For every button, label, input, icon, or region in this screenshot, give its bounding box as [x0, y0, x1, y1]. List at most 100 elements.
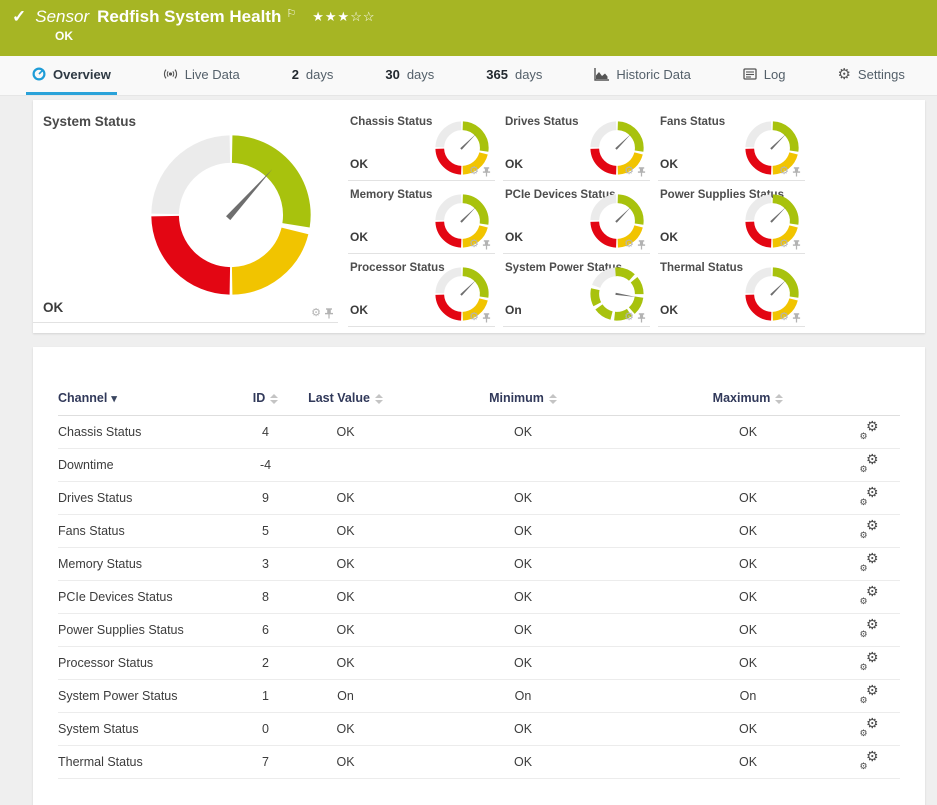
pin-icon[interactable]	[792, 312, 801, 323]
tile-settings-gear-icon[interactable]: ⚙	[624, 165, 634, 177]
gauge-title: Drives Status	[505, 116, 579, 128]
flag-icon[interactable]: ⚐	[286, 7, 297, 20]
channel-name[interactable]: Power Supplies Status	[58, 613, 228, 647]
channel-id: 5	[228, 514, 303, 548]
pin-icon[interactable]	[792, 239, 801, 250]
priority-stars[interactable]: ★★★☆☆	[312, 9, 376, 24]
channel-row-downtime[interactable]: Downtime -4 ⚙ ⚙	[58, 448, 900, 482]
gauge-tile-chassis-status[interactable]: Chassis Status OK ⚙	[348, 108, 495, 181]
channel-row-drives-status[interactable]: Drives Status 9 OK OK OK ⚙ ⚙	[58, 481, 900, 515]
tab-2-days[interactable]: 2 days	[291, 66, 334, 82]
edit-channel-gears-icon[interactable]: ⚙ ⚙	[859, 418, 879, 441]
column-header-channel[interactable]: Channel ▾	[58, 391, 228, 416]
edit-channel-gears-icon[interactable]: ⚙ ⚙	[859, 517, 879, 540]
channel-name[interactable]: Chassis Status	[58, 415, 228, 449]
tab-365-days[interactable]: 365 days	[486, 66, 543, 82]
tab-overview[interactable]: Overview	[26, 56, 117, 95]
channel-name[interactable]: Processor Status	[58, 646, 228, 680]
channel-actions[interactable]: ⚙ ⚙	[838, 448, 900, 482]
edit-channel-gears-icon[interactable]: ⚙ ⚙	[859, 649, 879, 672]
channel-actions[interactable]: ⚙ ⚙	[838, 547, 900, 581]
channel-name[interactable]: PCIe Devices Status	[58, 580, 228, 614]
pin-icon[interactable]	[482, 312, 491, 323]
column-header-maximum[interactable]: Maximum	[658, 391, 838, 416]
channel-name[interactable]: System Power Status	[58, 679, 228, 713]
channel-row-memory-status[interactable]: Memory Status 3 OK OK OK ⚙ ⚙	[58, 547, 900, 581]
gauge-tile-memory-status[interactable]: Memory Status OK ⚙	[348, 181, 495, 254]
page-title: Redfish System Health	[97, 7, 282, 26]
channel-row-system-status[interactable]: System Status 0 OK OK OK ⚙ ⚙	[58, 712, 900, 746]
pin-icon[interactable]	[324, 308, 334, 319]
tile-settings-gear-icon[interactable]: ⚙	[311, 307, 321, 319]
tab-settings[interactable]: ⚙ Settings	[837, 66, 905, 83]
pin-icon[interactable]	[482, 166, 491, 177]
channel-row-fans-status[interactable]: Fans Status 5 OK OK OK ⚙ ⚙	[58, 514, 900, 548]
channel-row-processor-status[interactable]: Processor Status 2 OK OK OK ⚙ ⚙	[58, 646, 900, 680]
channel-minimum: OK	[388, 646, 658, 680]
tile-settings-gear-icon[interactable]: ⚙	[469, 165, 479, 177]
channel-actions[interactable]: ⚙ ⚙	[838, 679, 900, 713]
channel-last-value: OK	[303, 646, 388, 680]
column-header-minimum[interactable]: Minimum	[388, 391, 658, 416]
gauge-tile-system-power-status[interactable]: System Power Status On ⚙	[503, 254, 650, 327]
tab-live-data[interactable]: Live Data	[157, 56, 246, 95]
channel-actions[interactable]: ⚙ ⚙	[838, 613, 900, 647]
tile-settings-gear-icon[interactable]: ⚙	[469, 238, 479, 250]
channel-name[interactable]: Drives Status	[58, 481, 228, 515]
gauge-tile-fans-status[interactable]: Fans Status OK ⚙	[658, 108, 805, 181]
channel-name[interactable]: Fans Status	[58, 514, 228, 548]
sensor-header: ✓ Sensor Redfish System Health ⚐ ★★★☆☆ O…	[0, 0, 937, 56]
channel-id: 3	[228, 547, 303, 581]
channel-actions[interactable]: ⚙ ⚙	[838, 514, 900, 548]
pin-icon[interactable]	[637, 239, 646, 250]
tile-settings-gear-icon[interactable]: ⚙	[469, 311, 479, 323]
pin-icon[interactable]	[792, 166, 801, 177]
gauge-tile-system-status[interactable]: System Status OK ⚙	[33, 100, 338, 323]
channel-row-chassis-status[interactable]: Chassis Status 4 OK OK OK ⚙ ⚙	[58, 415, 900, 449]
gauge-tile-drives-status[interactable]: Drives Status OK ⚙	[503, 108, 650, 181]
tile-settings-gear-icon[interactable]: ⚙	[624, 238, 634, 250]
tab-30-days[interactable]: 30 days	[385, 66, 435, 82]
edit-channel-gears-icon[interactable]: ⚙ ⚙	[859, 451, 879, 474]
tile-settings-gear-icon[interactable]: ⚙	[779, 311, 789, 323]
tile-settings-gear-icon[interactable]: ⚙	[779, 165, 789, 177]
pin-icon[interactable]	[482, 239, 491, 250]
edit-channel-gears-icon[interactable]: ⚙ ⚙	[859, 748, 879, 771]
tab-historic-data[interactable]: Historic Data	[588, 56, 696, 95]
column-header-last-value[interactable]: Last Value	[303, 391, 388, 416]
pin-icon[interactable]	[637, 166, 646, 177]
channel-name[interactable]: System Status	[58, 712, 228, 746]
channel-name[interactable]: Memory Status	[58, 547, 228, 581]
gauge-tile-thermal-status[interactable]: Thermal Status OK ⚙	[658, 254, 805, 327]
channel-row-pcie-devices-status[interactable]: PCIe Devices Status 8 OK OK OK ⚙ ⚙	[58, 580, 900, 614]
channel-actions[interactable]: ⚙ ⚙	[838, 745, 900, 779]
channel-maximum: OK	[658, 547, 838, 581]
gauge-tile-pcie-devices-status[interactable]: PCIe Devices Status OK ⚙	[503, 181, 650, 254]
channel-actions[interactable]: ⚙ ⚙	[838, 580, 900, 614]
channel-row-system-power-status[interactable]: System Power Status 1 On On On ⚙ ⚙	[58, 679, 900, 713]
channel-actions[interactable]: ⚙ ⚙	[838, 712, 900, 746]
gauge-value: OK	[660, 157, 678, 171]
pin-icon[interactable]	[637, 312, 646, 323]
gauge-tile-power-supplies-status[interactable]: Power Supplies Status OK ⚙	[658, 181, 805, 254]
edit-channel-gears-icon[interactable]: ⚙ ⚙	[859, 682, 879, 705]
tile-settings-gear-icon[interactable]: ⚙	[624, 311, 634, 323]
channel-minimum: OK	[388, 745, 658, 779]
channel-name[interactable]: Thermal Status	[58, 745, 228, 779]
edit-channel-gears-icon[interactable]: ⚙ ⚙	[859, 484, 879, 507]
edit-channel-gears-icon[interactable]: ⚙ ⚙	[859, 550, 879, 573]
channel-actions[interactable]: ⚙ ⚙	[838, 646, 900, 680]
channel-name[interactable]: Downtime	[58, 448, 228, 482]
channel-actions[interactable]: ⚙ ⚙	[838, 481, 900, 515]
gauge-tile-processor-status[interactable]: Processor Status OK ⚙	[348, 254, 495, 327]
channel-actions[interactable]: ⚙ ⚙	[838, 415, 900, 449]
edit-channel-gears-icon[interactable]: ⚙ ⚙	[859, 583, 879, 606]
channel-row-power-supplies-status[interactable]: Power Supplies Status 6 OK OK OK ⚙ ⚙	[58, 613, 900, 647]
tab-log[interactable]: Log	[737, 56, 792, 95]
edit-channel-gears-icon[interactable]: ⚙ ⚙	[859, 715, 879, 738]
tile-settings-gear-icon[interactable]: ⚙	[779, 238, 789, 250]
channel-maximum: OK	[658, 580, 838, 614]
edit-channel-gears-icon[interactable]: ⚙ ⚙	[859, 616, 879, 639]
column-header-id[interactable]: ID	[228, 391, 303, 416]
channel-row-thermal-status[interactable]: Thermal Status 7 OK OK OK ⚙ ⚙	[58, 745, 900, 779]
